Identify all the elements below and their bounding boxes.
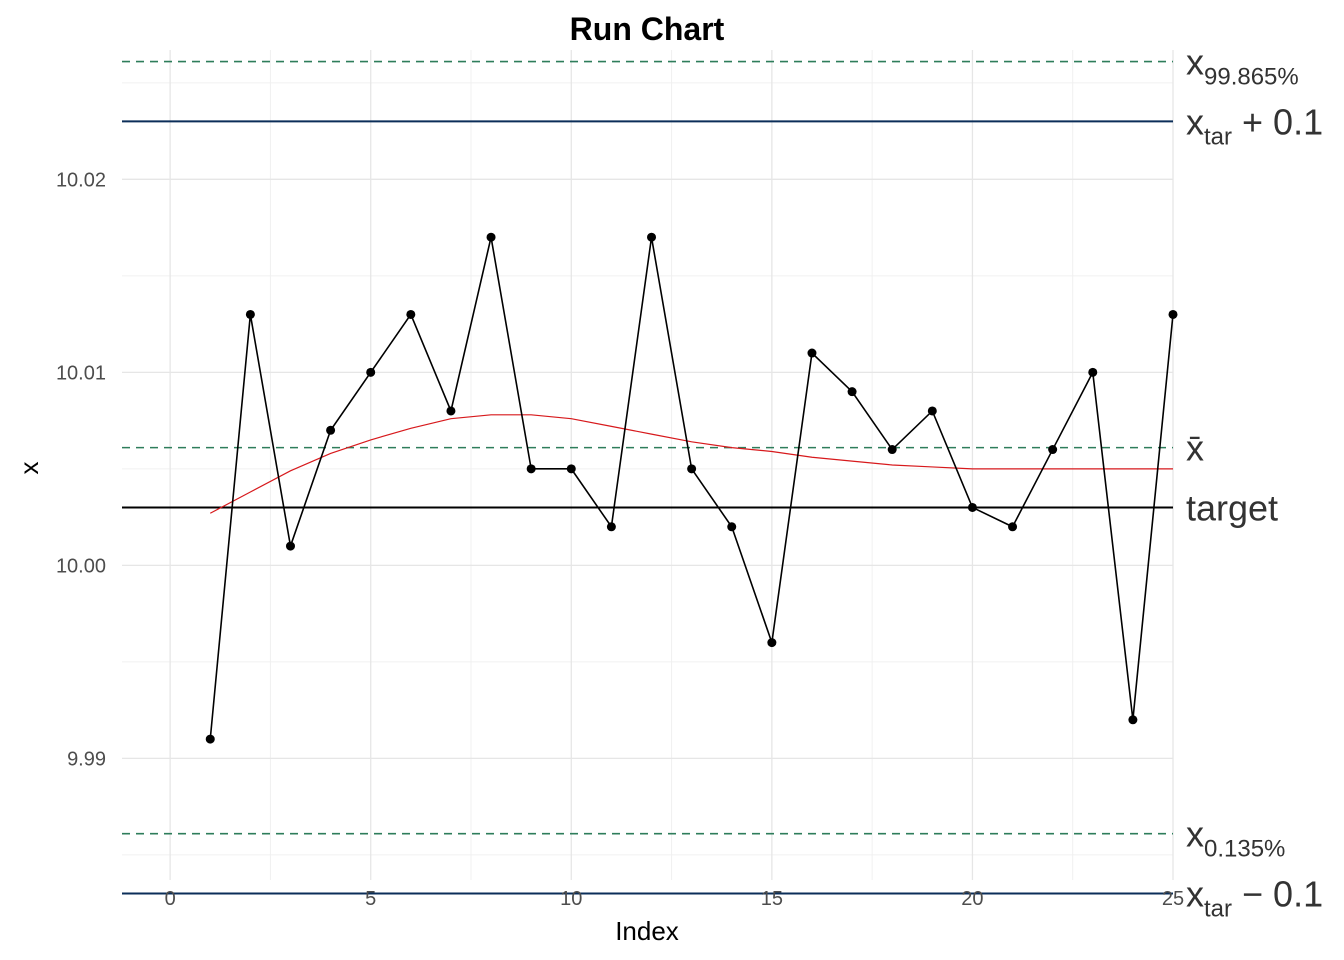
data-point: [807, 348, 817, 358]
data-point: [967, 502, 977, 512]
y-tick-label: 10.00: [56, 555, 106, 577]
y-axis-label: x: [14, 462, 44, 475]
y-tick-label: 10.02: [56, 169, 106, 191]
x-tick-label: 25: [1162, 888, 1184, 910]
x-ticks: 0 5 10 15 20 25: [165, 888, 1185, 910]
data-point: [486, 232, 496, 242]
data-point: [326, 425, 336, 435]
reference-lines: [122, 60, 1173, 895]
data-point: [446, 406, 456, 416]
data-point: [647, 232, 657, 242]
reference-label-0: x99.865%: [1186, 42, 1299, 91]
data-point: [687, 464, 697, 474]
y-ticks: 9.99 10.00 10.01 10.02: [56, 169, 106, 770]
data-point: [606, 522, 616, 532]
data-point: [887, 445, 897, 455]
series-group: [205, 232, 1178, 744]
data-point: [1128, 715, 1138, 725]
data-point: [1008, 522, 1018, 532]
data-point: [205, 734, 215, 744]
y-tick-label: 10.01: [56, 362, 106, 384]
reference-labels: x99.865% xtar + 0.1 x̄ target x0.135% xtar − …: [1186, 42, 1323, 923]
data-point: [366, 367, 376, 377]
reference-label-1: xtar + 0.1: [1186, 101, 1323, 150]
reference-label-5: xtar − 0.1: [1186, 874, 1323, 923]
reference-label-4: x0.135%: [1186, 814, 1285, 863]
data-point: [767, 638, 777, 648]
data-point: [1048, 445, 1058, 455]
data-point: [406, 309, 416, 319]
data-point: [927, 406, 937, 416]
data-point: [1168, 309, 1178, 319]
x-tick-label: 5: [365, 888, 376, 910]
data-point: [245, 309, 255, 319]
reference-label-3: target: [1186, 487, 1278, 528]
data-point: [566, 464, 576, 474]
x-tick-label: 20: [961, 888, 983, 910]
x-tick-label: 0: [165, 888, 176, 910]
reference-label-2: x̄: [1186, 428, 1204, 469]
grid: [122, 50, 1174, 880]
chart-title: Run Chart: [570, 11, 725, 47]
y-tick-label: 9.99: [67, 748, 106, 770]
smooth-curve-group: [209, 414, 1173, 514]
data-point: [1088, 367, 1098, 377]
data-point: [285, 541, 295, 551]
x-tick-label: 15: [761, 888, 783, 910]
data-point: [526, 464, 536, 474]
x-axis-label: Index: [615, 916, 679, 946]
x-tick-label: 10: [560, 888, 582, 910]
data-point: [727, 522, 737, 532]
data-point: [847, 387, 857, 397]
smooth-curve: [209, 414, 1173, 514]
series-line: [209, 237, 1174, 740]
